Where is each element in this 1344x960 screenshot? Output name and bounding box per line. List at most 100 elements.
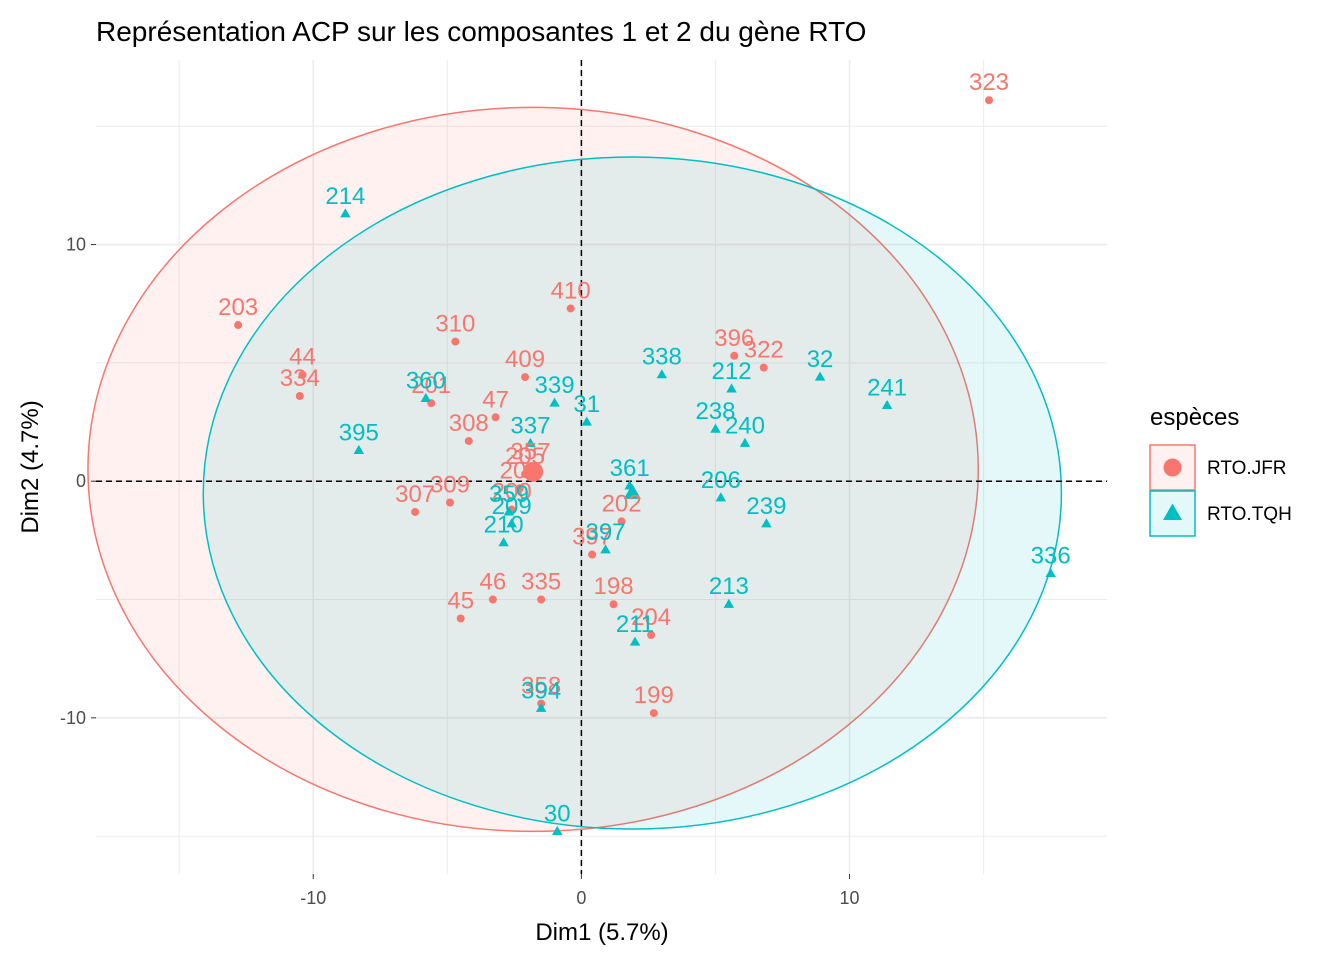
point-label: 211 [616, 611, 654, 638]
point-label: 201 [411, 372, 451, 399]
y-axis: -10 0 10 [60, 235, 96, 728]
point-label: 394 [521, 677, 561, 704]
data-point-triangle [726, 383, 737, 393]
point-label: 45 [447, 587, 474, 614]
data-point-triangle [340, 208, 351, 218]
point-label: 310 [435, 311, 475, 338]
x-tick-label: -10 [300, 888, 326, 908]
data-point-triangle [552, 825, 563, 835]
data-point-triangle [525, 437, 536, 447]
data-point-circle [451, 337, 460, 346]
x-axis-title: Dim1 (5.7%) [535, 919, 668, 946]
confidence-ellipses [87, 106, 1063, 833]
data-point-triangle [710, 423, 721, 433]
point-label: 32 [807, 346, 834, 373]
point-label: 205 [505, 443, 545, 470]
data-point-circle [647, 631, 656, 640]
data-point-circle [234, 321, 243, 330]
point-label: 335 [521, 569, 561, 596]
data-point-triangle [498, 537, 509, 547]
point-label: 212 [712, 358, 752, 385]
data-point-triangle [656, 369, 668, 379]
data-point-circle [588, 550, 597, 559]
data-point-circle [617, 517, 626, 526]
point-label: 395 [339, 419, 379, 446]
point-label: 359 [489, 481, 529, 508]
x-tick-label: 0 [576, 888, 586, 908]
data-point-triangle [535, 702, 547, 712]
point-label: 239 [746, 493, 786, 520]
data-points [234, 96, 1056, 835]
point-label: 336 [1031, 542, 1071, 569]
point-label: 360 [406, 367, 446, 394]
point-label: 241 [867, 374, 907, 401]
data-point-circle [298, 370, 307, 379]
point-label: 198 [594, 573, 634, 600]
data-point-circle [456, 614, 465, 623]
y-tick-label: 0 [76, 471, 86, 491]
legend-label: RTO.JFR [1207, 458, 1287, 479]
point-label: 31 [573, 391, 600, 418]
point-label: 202 [602, 490, 642, 517]
point-label: 46 [480, 569, 507, 596]
point-label: 309 [430, 471, 470, 498]
x-tick-label: 10 [840, 888, 860, 908]
point-label: 308 [449, 410, 489, 437]
data-point-circle [649, 709, 658, 718]
point-label: 409 [505, 346, 545, 373]
data-point-triangle [353, 444, 365, 455]
point-label: 209 [492, 493, 532, 520]
data-point-circle [515, 484, 524, 493]
data-point-circle [491, 413, 500, 422]
point-label: 199 [634, 682, 674, 709]
point-label: 238 [695, 398, 735, 425]
legend-title: espèces [1150, 404, 1239, 431]
data-point-circle [295, 392, 304, 401]
legend: espèces RTO.JFR RTO.TQH [1149, 404, 1292, 537]
point-label: 322 [744, 337, 784, 364]
point-label: 307 [395, 481, 435, 508]
reference-lines [96, 60, 1107, 874]
data-point-triangle [715, 492, 727, 502]
point-label: 30 [544, 800, 571, 827]
y-tick-label: 10 [66, 235, 86, 255]
data-point-circle [566, 304, 575, 313]
legend-circle-icon [1163, 458, 1182, 477]
data-point-triangle [761, 518, 772, 528]
data-point-triangle [506, 518, 517, 528]
point-label: 397 [585, 519, 625, 546]
data-point-triangle [814, 371, 826, 381]
point-label: 337 [510, 412, 550, 439]
point-label: 410 [551, 277, 591, 304]
data-point-circle [521, 373, 530, 382]
data-point-triangle [600, 544, 611, 554]
point-label: 203 [218, 294, 258, 321]
point-label: 44 [289, 344, 316, 371]
point-label: 358 [521, 673, 561, 700]
chart-title: Représentation ACP sur les composantes 1… [96, 16, 866, 47]
data-point-circle [609, 600, 618, 609]
point-label: 361 [610, 455, 650, 482]
data-point-triangle [549, 397, 560, 407]
data-point-circle [411, 507, 420, 516]
data-point-circle [464, 436, 473, 445]
centroid-marker-circle [523, 461, 544, 482]
point-label: 210 [484, 512, 524, 539]
point-label: 206 [701, 467, 741, 494]
data-point-triangle [881, 399, 893, 410]
point-label: 397 [572, 524, 612, 551]
data-point-circle [537, 595, 546, 604]
data-point-triangle [581, 416, 592, 426]
data-point-triangle [420, 392, 432, 402]
point-label: 47 [482, 386, 509, 413]
point-label: 323 [969, 69, 1009, 96]
point-label: 206 [500, 457, 540, 484]
legend-label: RTO.TQH [1207, 504, 1292, 525]
data-point-triangle [629, 636, 641, 646]
x-axis: -10 0 10 [300, 874, 860, 908]
y-axis-title: Dim2 (4.7%) [17, 400, 44, 533]
point-label: 396 [714, 325, 754, 352]
